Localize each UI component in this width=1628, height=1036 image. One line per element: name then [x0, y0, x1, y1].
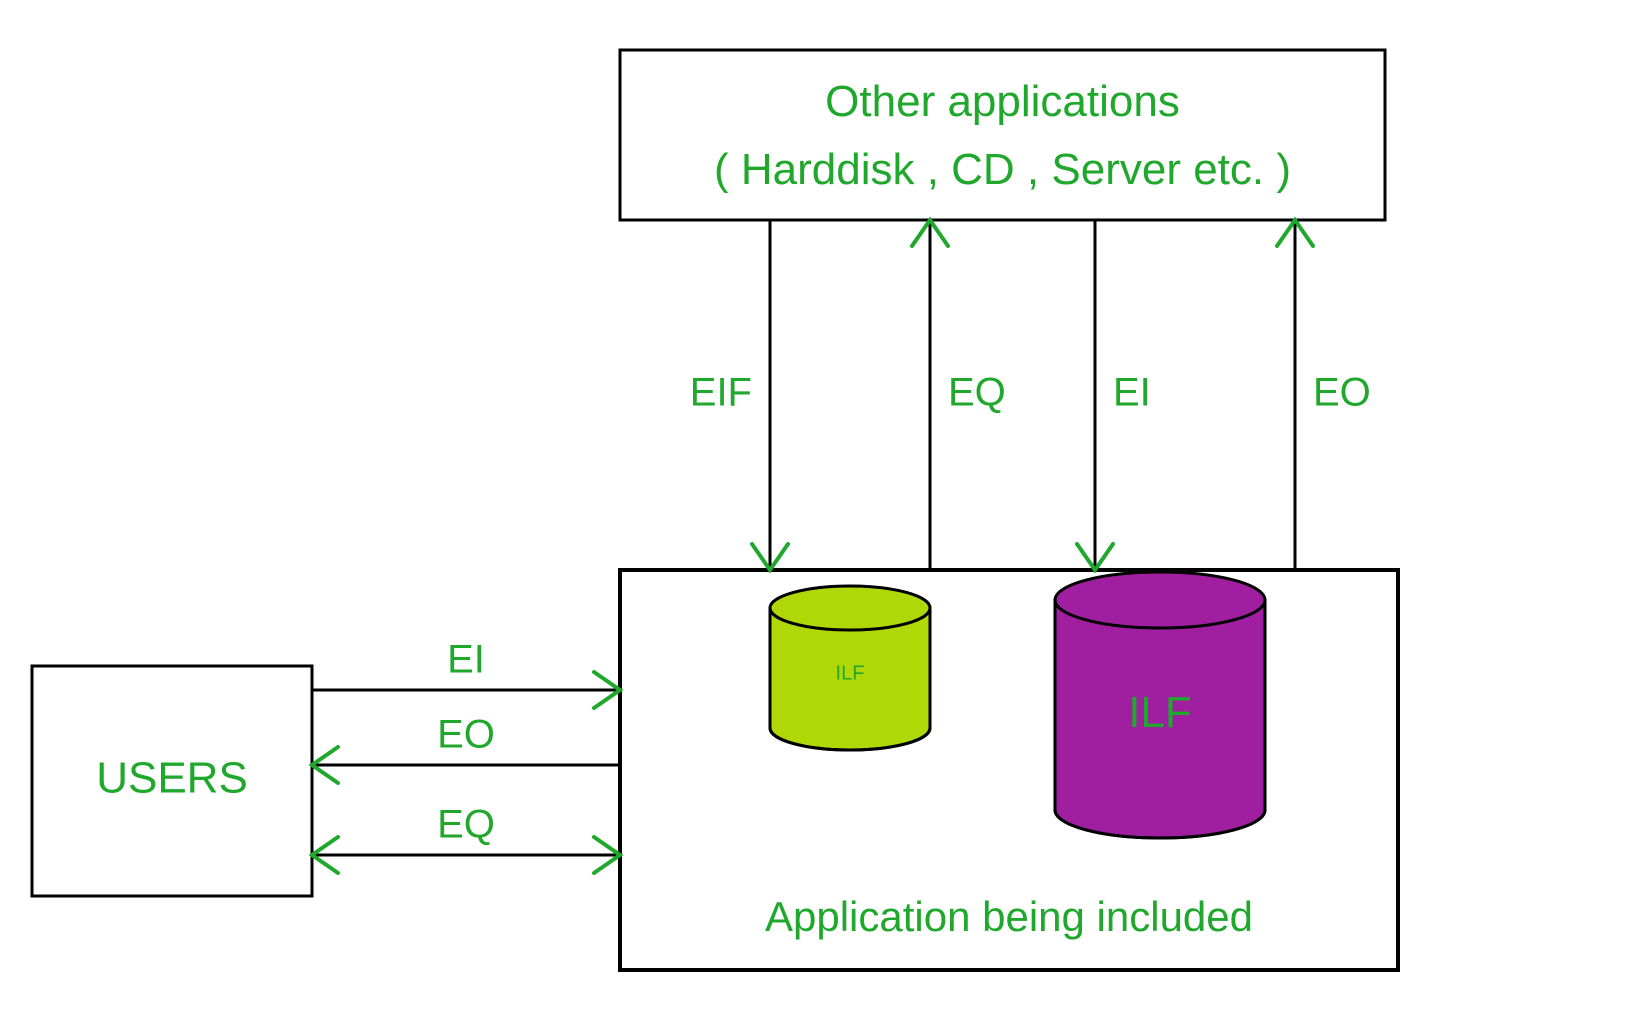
other-apps-line1: Other applications [825, 77, 1180, 126]
other-apps-box [620, 50, 1385, 220]
arrow-eo-h-label: EO [437, 713, 495, 757]
other-apps-line2: ( Harddisk , CD , Server etc. ) [714, 145, 1291, 194]
arrow-ei-label: EI [1113, 371, 1151, 415]
app-included-label: Application being included [765, 893, 1253, 940]
arrow-eif-label: EIF [690, 371, 752, 415]
users-label: USERS [96, 754, 248, 803]
arrow-eq-h-label: EQ [437, 803, 495, 847]
arrow-ei-h-label: EI [447, 638, 485, 682]
arrow-eo-label: EO [1313, 371, 1371, 415]
arrow-eq-label: EQ [948, 371, 1006, 415]
ilf-large-cylinder-label: ILF [1128, 688, 1192, 737]
ilf-small-cylinder-label: ILF [836, 662, 865, 684]
